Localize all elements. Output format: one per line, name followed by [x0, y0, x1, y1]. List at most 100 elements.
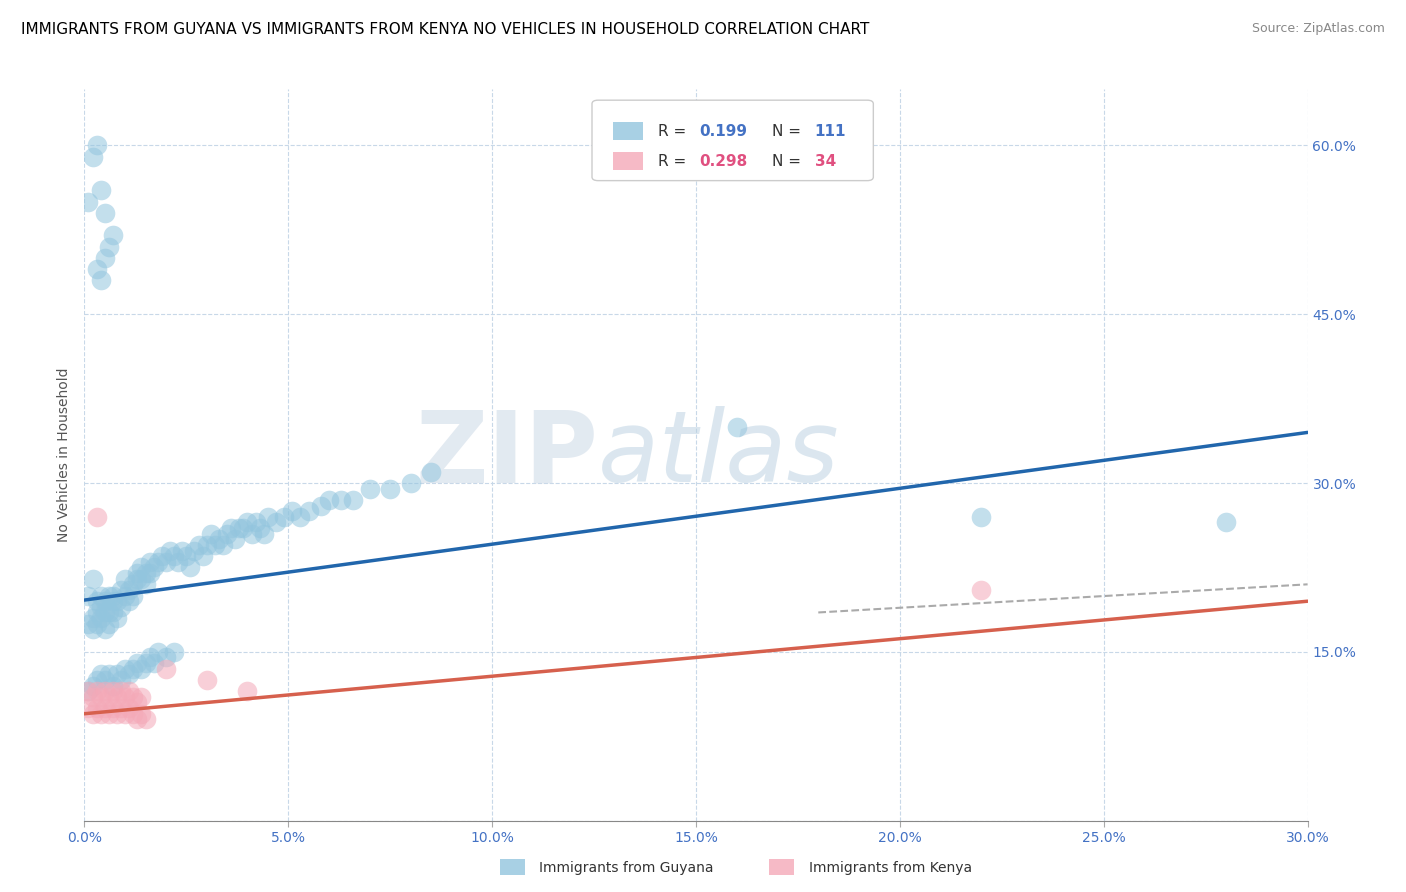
Point — [82, 572, 104, 586]
Point — [118, 594, 141, 608]
Point — [97, 690, 120, 704]
Point — [93, 684, 117, 698]
Point — [179, 560, 201, 574]
Point — [309, 499, 332, 513]
Text: R =: R = — [658, 154, 692, 169]
Point — [224, 533, 246, 547]
Point — [290, 509, 312, 524]
Point — [172, 543, 194, 558]
Point — [219, 521, 242, 535]
Text: N =: N = — [772, 154, 806, 169]
Point — [86, 701, 108, 715]
Point — [77, 684, 100, 698]
Point — [93, 251, 117, 265]
Point — [138, 555, 160, 569]
Point — [257, 509, 280, 524]
Point — [90, 273, 112, 287]
Point — [359, 482, 381, 496]
Point — [135, 566, 157, 580]
Point — [399, 476, 422, 491]
Point — [131, 572, 153, 586]
Point — [155, 662, 177, 676]
Point — [105, 667, 128, 681]
Point — [138, 566, 160, 580]
Point — [159, 543, 181, 558]
Point — [97, 667, 120, 681]
Point — [90, 690, 112, 704]
Point — [122, 577, 145, 591]
Point — [725, 419, 748, 434]
FancyBboxPatch shape — [613, 122, 644, 140]
FancyBboxPatch shape — [592, 100, 873, 180]
Point — [142, 656, 165, 670]
FancyBboxPatch shape — [501, 859, 524, 876]
Text: R =: R = — [658, 124, 692, 139]
Text: 0.298: 0.298 — [700, 154, 748, 169]
Point — [93, 594, 117, 608]
Point — [236, 684, 259, 698]
Point — [77, 616, 100, 631]
Point — [77, 701, 100, 715]
Point — [114, 690, 136, 704]
Point — [105, 594, 128, 608]
Point — [118, 667, 141, 681]
Point — [146, 555, 169, 569]
Point — [118, 582, 141, 597]
Point — [86, 616, 108, 631]
Point — [127, 566, 149, 580]
Point — [122, 589, 145, 603]
Point — [105, 611, 128, 625]
Point — [118, 701, 141, 715]
Point — [138, 650, 160, 665]
Text: 34: 34 — [814, 154, 837, 169]
Point — [217, 526, 239, 541]
Point — [127, 656, 149, 670]
Point — [86, 606, 108, 620]
Point — [1215, 516, 1237, 530]
Point — [208, 533, 231, 547]
Point — [114, 662, 136, 676]
Text: N =: N = — [772, 124, 806, 139]
Point — [122, 690, 145, 704]
Text: ZIP: ZIP — [415, 407, 598, 503]
Point — [212, 538, 235, 552]
Point — [146, 645, 169, 659]
Point — [131, 662, 153, 676]
Point — [236, 516, 259, 530]
Point — [273, 509, 295, 524]
Point — [110, 673, 132, 687]
Point — [191, 549, 214, 564]
Point — [240, 526, 263, 541]
Point — [150, 549, 173, 564]
Point — [90, 184, 112, 198]
Point — [114, 572, 136, 586]
Point — [90, 667, 112, 681]
Point — [97, 240, 120, 254]
Point — [970, 509, 993, 524]
Point — [77, 589, 100, 603]
Point — [101, 679, 124, 693]
Point — [183, 543, 205, 558]
Point — [281, 504, 304, 518]
Point — [90, 599, 112, 614]
Point — [86, 673, 108, 687]
Text: Immigrants from Kenya: Immigrants from Kenya — [808, 861, 972, 875]
Point — [232, 521, 254, 535]
Point — [330, 492, 353, 507]
Point — [77, 684, 100, 698]
FancyBboxPatch shape — [613, 153, 644, 170]
Point — [97, 706, 120, 721]
Point — [114, 589, 136, 603]
Point — [204, 538, 226, 552]
Point — [114, 706, 136, 721]
Point — [82, 611, 104, 625]
Point — [200, 526, 222, 541]
Point — [93, 673, 117, 687]
Point — [82, 706, 104, 721]
Point — [167, 555, 190, 569]
Point — [298, 504, 321, 518]
Text: 0.199: 0.199 — [700, 124, 748, 139]
Point — [101, 228, 124, 243]
Point — [127, 712, 149, 726]
Point — [187, 538, 209, 552]
